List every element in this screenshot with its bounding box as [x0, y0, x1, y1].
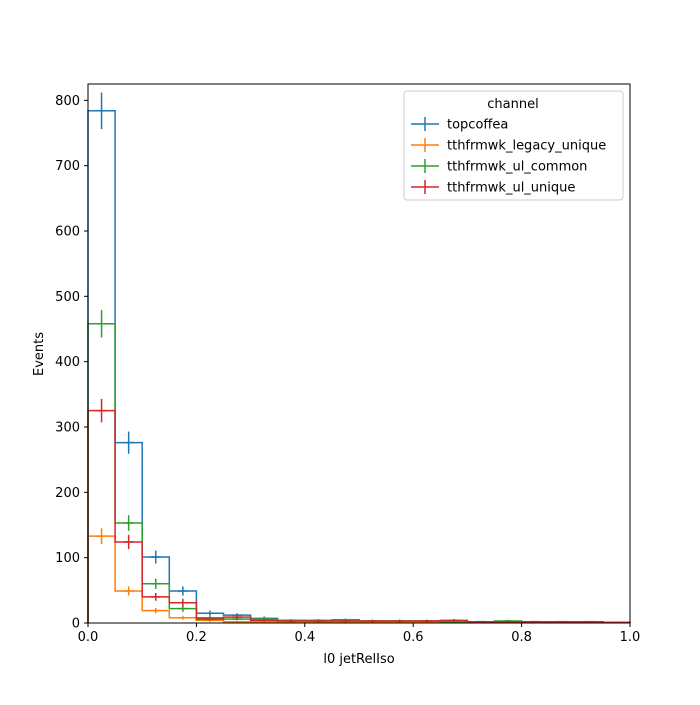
y-tick-label: 700 [55, 159, 80, 174]
legend-label: tthfrmwk_ul_common [447, 160, 587, 175]
axis-layer: 0.0 0.2 0.4 0.6 0.8 1.0 0 100 200 300 400 500 600 700… [55, 94, 640, 645]
y-tick-label: 300 [55, 421, 80, 436]
y-tick-label: 100 [55, 551, 80, 566]
series-layer [87, 92, 631, 624]
x-tick-label: 0.4 [294, 630, 315, 645]
legend-entry: tthfrmwk_ul_common [411, 159, 587, 175]
y-tick-label: 600 [55, 225, 80, 240]
legend: channel topcoffeatthfrmwk_legacy_uniquet… [403, 90, 624, 201]
y-tick-label: 500 [55, 290, 80, 305]
legend-entry: topcoffea [411, 117, 508, 133]
y-axis-label: Events [32, 332, 47, 376]
x-tick-label: 0.8 [511, 630, 532, 645]
legend-label: tthfrmwk_legacy_unique [447, 139, 606, 154]
y-tick-label: 200 [55, 486, 80, 501]
x-axis-label: l0 jetRelIso [323, 652, 394, 667]
x-tick-label: 1.0 [620, 630, 641, 645]
legend-entries: topcoffea tthfrmwk_legacy_unique tthfrmwk_… [411, 117, 606, 196]
y-tick-label: 0 [72, 617, 80, 632]
y-tick-label: 800 [55, 94, 80, 109]
legend-title: channel [487, 97, 538, 112]
legend-entry: tthfrmwk_legacy_unique [411, 138, 606, 154]
x-tick-label: 0.2 [186, 630, 207, 645]
x-tick-label: 0.6 [403, 630, 424, 645]
series-tthfrmwk_ul_unique [87, 398, 631, 624]
plot-frame [87, 83, 631, 624]
legend-label: tthfrmwk_ul_unique [447, 181, 575, 196]
x-tick-label: 0.0 [78, 630, 99, 645]
legend-box [403, 90, 624, 201]
legend-label: topcoffea [447, 118, 508, 133]
legend-entry: tthfrmwk_ul_unique [411, 180, 575, 196]
y-tick-label: 400 [55, 355, 80, 370]
